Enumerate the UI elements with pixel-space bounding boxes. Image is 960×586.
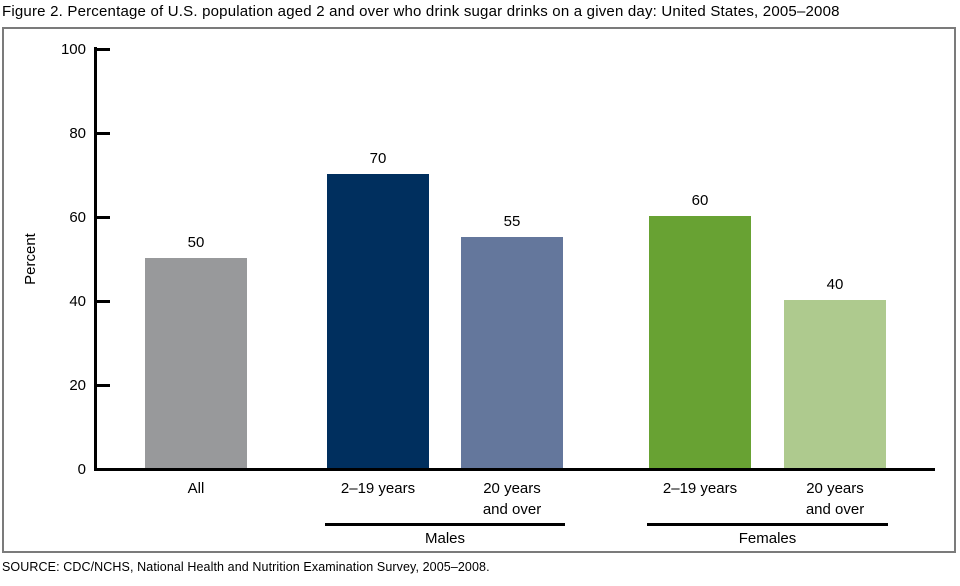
category-label: 20 years and over xyxy=(482,480,542,518)
category-label: 20 years and over xyxy=(805,480,865,518)
bar-value-label: 60 xyxy=(691,192,709,209)
group-underline xyxy=(325,523,565,526)
category-label: 2–19 years xyxy=(662,480,738,497)
group-underline xyxy=(647,523,888,526)
y-axis-title: Percent xyxy=(22,233,39,285)
category-label: 2–19 years xyxy=(340,480,416,497)
x-axis-line xyxy=(94,468,935,471)
y-tick-mark xyxy=(97,384,110,387)
bar xyxy=(327,174,429,468)
y-tick-mark xyxy=(97,132,110,135)
y-tick-label: 20 xyxy=(69,377,86,394)
bar xyxy=(461,237,563,468)
plot-area: 0 20 40 60 80 100 Percent 50 All 70 2–19 years 55 20… xyxy=(2,27,956,553)
bar-value-label: 40 xyxy=(826,276,844,293)
y-tick-label: 100 xyxy=(60,41,86,58)
y-tick-label: 40 xyxy=(69,293,86,310)
bar-value-label: 50 xyxy=(187,234,205,251)
y-tick-mark xyxy=(97,48,110,51)
y-tick-mark xyxy=(97,300,110,303)
bar xyxy=(145,258,247,468)
y-tick-mark xyxy=(97,216,110,219)
y-tick-label: 0 xyxy=(77,461,86,478)
source-note: SOURCE: CDC/NCHS, National Health and Nu… xyxy=(2,560,490,574)
bar xyxy=(649,216,751,468)
group-label: Males xyxy=(424,530,465,547)
bar-value-label: 70 xyxy=(369,150,387,167)
y-tick-label: 60 xyxy=(69,209,86,226)
figure-title: Figure 2. Percentage of U.S. population … xyxy=(2,3,840,20)
bar-value-label: 55 xyxy=(503,213,521,230)
group-label: Females xyxy=(738,530,797,547)
y-tick-label: 80 xyxy=(69,125,86,142)
y-axis-line xyxy=(94,47,97,471)
category-label: All xyxy=(187,480,205,497)
bar xyxy=(784,300,886,468)
